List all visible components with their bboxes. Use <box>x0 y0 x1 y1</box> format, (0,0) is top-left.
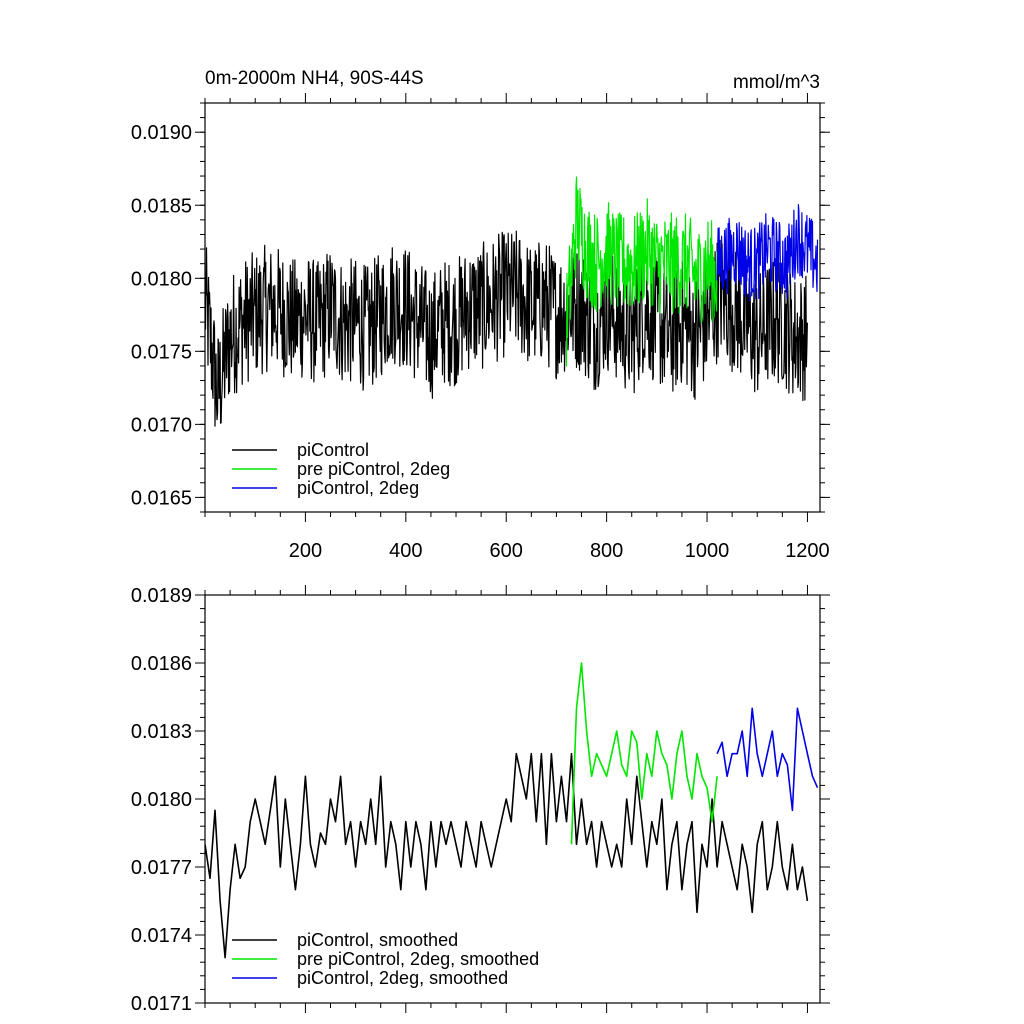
top-panel-title: 0m-2000m NH4, 90S-44S <box>205 68 424 89</box>
x-tick-label: 800 <box>590 540 623 562</box>
legend-label-2: piControl, 2deg <box>297 478 419 498</box>
y-tick-label: 0.0177 <box>131 857 192 879</box>
y-tick-label: 0.0186 <box>131 653 192 675</box>
bottom-panel: 0.0171 0.0174 0.0177 0.0180 0.0183 0.0186 0.01… <box>131 585 830 1015</box>
y-tick-label: 0.0183 <box>131 721 192 743</box>
series-line-0 <box>205 230 808 427</box>
y-tick-label: 0.0175 <box>131 341 192 363</box>
legend-label-1: pre piControl, 2deg, smoothed <box>297 949 539 969</box>
top-panel: 0m-2000m NH4, 90S-44S mmol/m^3 200 400 600… <box>131 68 830 562</box>
x-tick-label: 600 <box>490 540 523 562</box>
legend-label-2: piControl, 2deg, smoothed <box>297 968 508 988</box>
x-tick-label: 1000 <box>685 540 730 562</box>
y-tick-label: 0.0190 <box>131 122 192 144</box>
series-line-1 <box>570 662 718 845</box>
series-line-2 <box>716 204 819 302</box>
series-line-2 <box>716 707 819 812</box>
legend-label-0: piControl, smoothed <box>297 930 458 950</box>
series-line-0 <box>205 752 809 959</box>
top-panel-units: mmol/m^3 <box>733 72 820 93</box>
x-tick-label: 1200 <box>785 540 830 562</box>
x-tick-label: 400 <box>389 540 422 562</box>
series-line-1 <box>565 176 718 367</box>
y-tick-label: 0.0185 <box>131 195 192 217</box>
y-tick-label: 0.0170 <box>131 414 192 436</box>
legend-label-1: pre piControl, 2deg <box>297 459 450 479</box>
y-tick-label: 0.0189 <box>131 585 192 607</box>
y-tick-label: 0.0174 <box>131 925 192 947</box>
legend-label-0: piControl <box>297 440 369 460</box>
y-tick-label: 0.0165 <box>131 487 192 509</box>
x-tick-label: 200 <box>289 540 322 562</box>
y-tick-label: 0.0180 <box>131 268 192 290</box>
y-tick-label: 0.0180 <box>131 789 192 811</box>
y-tick-label: 0.0171 <box>131 993 192 1015</box>
